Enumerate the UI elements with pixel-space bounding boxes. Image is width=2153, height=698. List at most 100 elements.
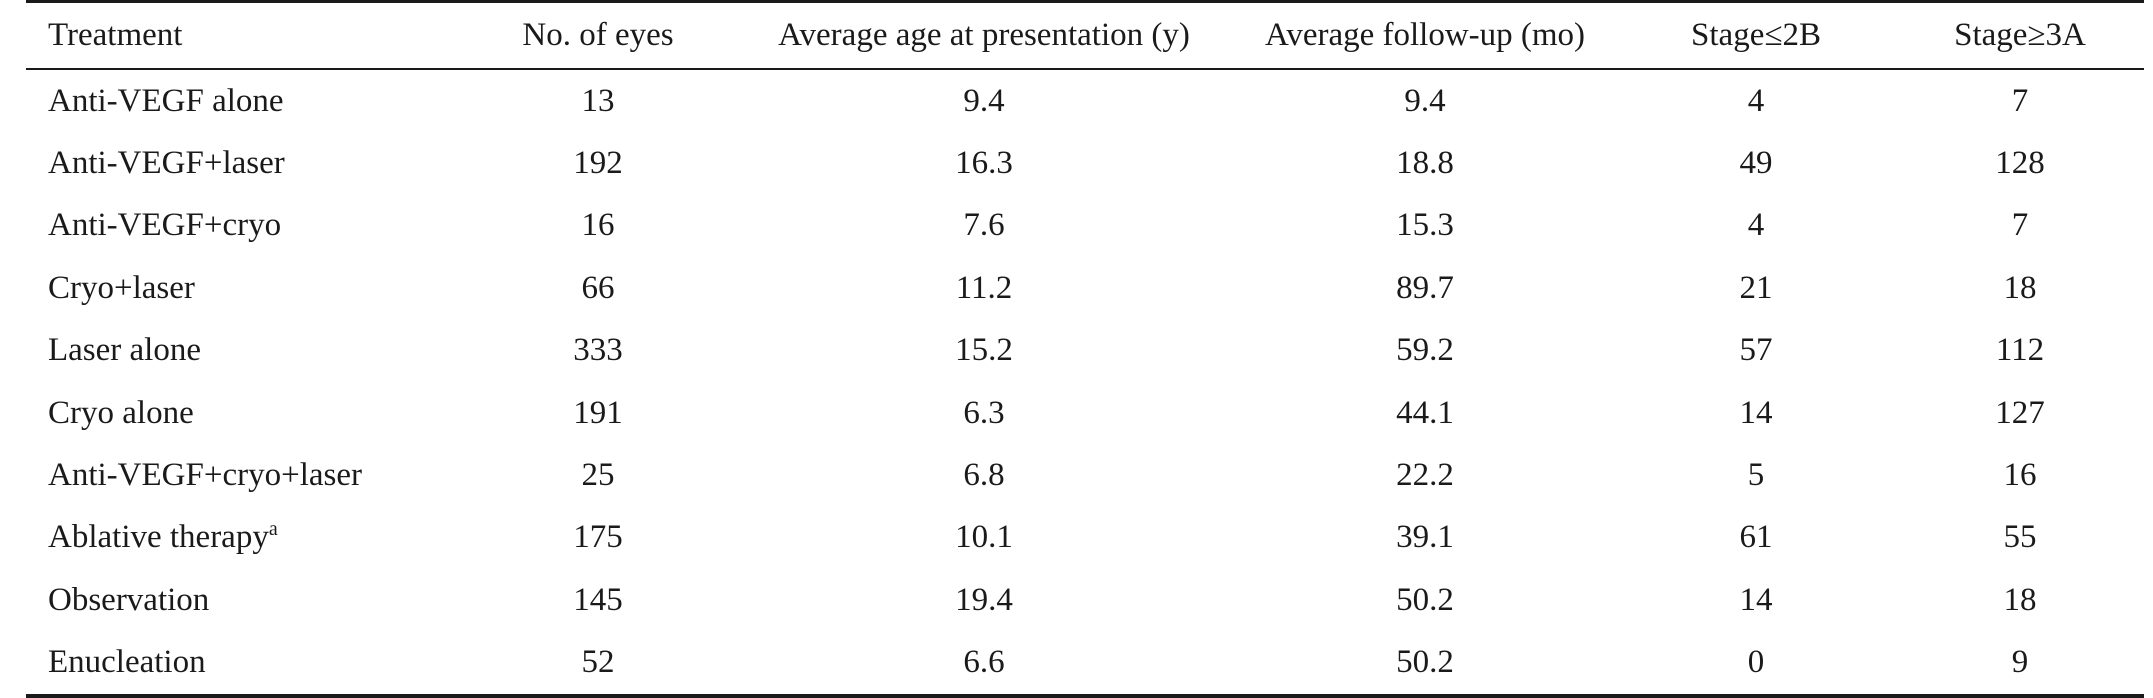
- table-body: Anti-VEGF alone 13 9.4 9.4 4 7 Anti-VEGF+laser…: [26, 69, 2144, 696]
- cell-stage-ge-3a: 128: [1896, 132, 2144, 194]
- cell-stage-ge-3a-text: 112: [1995, 332, 2045, 369]
- cell-average-age: 19.4: [734, 569, 1234, 631]
- table-row: Anti-VEGF alone 13 9.4 9.4 4 7: [26, 69, 2144, 132]
- cell-treatment-text: Anti-VEGF+cryo+laser: [48, 457, 362, 494]
- cell-stage-le-2b: 61: [1616, 507, 1896, 569]
- cell-average-follow-up: 15.3: [1234, 195, 1616, 257]
- cell-no-of-eyes-text: 25: [581, 457, 615, 494]
- cell-stage-ge-3a: 127: [1896, 382, 2144, 444]
- cell-treatment-text: Anti-VEGF+cryo: [48, 207, 282, 244]
- cell-no-of-eyes: 66: [462, 257, 734, 319]
- cell-stage-ge-3a-text: 127: [1995, 394, 2045, 431]
- cell-stage-ge-3a-text: 7: [2011, 82, 2029, 119]
- header-average-age: Average age at presentation (y): [778, 17, 1190, 53]
- footnote-marker: a: [268, 518, 278, 541]
- cell-average-follow-up-text: 50.2: [1396, 581, 1454, 618]
- header-average-follow-up: Average follow-up (mo): [1264, 17, 1586, 53]
- cell-treatment-text: Anti-VEGF alone: [48, 82, 284, 119]
- table-row: Anti-VEGF+laser 192 16.3 18.8 49 128: [26, 132, 2144, 194]
- cell-average-age-text: 6.3: [963, 394, 1005, 431]
- cell-no-of-eyes: 13: [462, 69, 734, 132]
- cell-no-of-eyes: 191: [462, 382, 734, 444]
- cell-treatment-text: Cryo alone: [48, 394, 194, 431]
- cell-average-follow-up-text: 18.8: [1396, 145, 1454, 182]
- cell-stage-ge-3a: 7: [1896, 195, 2144, 257]
- cell-stage-le-2b: 5: [1616, 444, 1896, 506]
- cell-stage-le-2b: 21: [1616, 257, 1896, 319]
- cell-average-follow-up: 50.2: [1234, 569, 1616, 631]
- cell-stage-le-2b-text: 0: [1747, 644, 1765, 681]
- cell-average-follow-up: 89.7: [1234, 257, 1616, 319]
- cell-stage-ge-3a: 18: [1896, 569, 2144, 631]
- cell-treatment: Cryo alone: [26, 382, 462, 444]
- cell-stage-ge-3a: 18: [1896, 257, 2144, 319]
- cell-average-age-text: 11.2: [955, 269, 1013, 306]
- cell-no-of-eyes: 52: [462, 632, 734, 696]
- cell-stage-ge-3a: 7: [1896, 69, 2144, 132]
- header-row: Treatment No. of eyes Average age at pre…: [26, 1, 2144, 69]
- cell-treatment-text: Cryo+laser: [48, 269, 195, 306]
- header-treatment: Treatment: [48, 17, 183, 53]
- cell-average-follow-up-text: 50.2: [1396, 644, 1454, 681]
- cell-no-of-eyes: 175: [462, 507, 734, 569]
- cell-stage-ge-3a-text: 18: [2003, 269, 2037, 306]
- treatment-table-container: Treatment No. of eyes Average age at pre…: [26, 0, 2144, 698]
- cell-average-age: 15.2: [734, 320, 1234, 382]
- table-row: Enucleation 52 6.6 50.2 0 9: [26, 632, 2144, 696]
- cell-no-of-eyes: 25: [462, 444, 734, 506]
- cell-stage-ge-3a-text: 9: [2011, 644, 2029, 681]
- cell-average-follow-up: 39.1: [1234, 507, 1616, 569]
- cell-stage-le-2b: 14: [1616, 382, 1896, 444]
- cell-average-age: 10.1: [734, 507, 1234, 569]
- cell-treatment-text: Ablative therapy: [48, 519, 269, 556]
- cell-average-follow-up-text: 15.3: [1396, 207, 1454, 244]
- cell-average-age-text: 7.6: [963, 207, 1005, 244]
- cell-average-follow-up-text: 44.1: [1396, 394, 1454, 431]
- cell-stage-le-2b: 4: [1616, 195, 1896, 257]
- table-row: Anti-VEGF+cryo 16 7.6 15.3 4 7: [26, 195, 2144, 257]
- cell-average-age: 6.6: [734, 632, 1234, 696]
- cell-average-follow-up-text: 9.4: [1404, 82, 1446, 119]
- cell-average-age-text: 10.1: [955, 519, 1013, 556]
- cell-average-follow-up: 59.2: [1234, 320, 1616, 382]
- cell-average-age: 9.4: [734, 69, 1234, 132]
- cell-no-of-eyes: 145: [462, 569, 734, 631]
- cell-average-follow-up: 18.8: [1234, 132, 1616, 194]
- cell-average-follow-up-text: 89.7: [1396, 269, 1454, 306]
- header-stage-ge-3a: Stage≥3A: [1954, 17, 2086, 53]
- table-row: Observation 145 19.4 50.2 14 18: [26, 569, 2144, 631]
- header-no-of-eyes: No. of eyes: [522, 17, 674, 53]
- cell-treatment: Anti-VEGF alone: [26, 69, 462, 132]
- cell-average-follow-up: 22.2: [1234, 444, 1616, 506]
- cell-no-of-eyes-text: 175: [573, 519, 623, 556]
- cell-no-of-eyes-text: 192: [573, 145, 623, 182]
- header-stage-le-2b: Stage≤2B: [1691, 17, 1821, 53]
- cell-treatment: Ablative therapya: [26, 507, 462, 569]
- table-row: Cryo+laser 66 11.2 89.7 21 18: [26, 257, 2144, 319]
- cell-no-of-eyes-text: 52: [581, 644, 615, 681]
- cell-average-age-text: 9.4: [963, 82, 1005, 119]
- cell-stage-le-2b-text: 57: [1739, 332, 1773, 369]
- cell-stage-le-2b-text: 4: [1747, 82, 1765, 119]
- cell-average-follow-up: 9.4: [1234, 69, 1616, 132]
- cell-treatment-text: Laser alone: [48, 332, 201, 369]
- table-row: Ablative therapya 175 10.1 39.1 61 55: [26, 507, 2144, 569]
- table-row: Anti-VEGF+cryo+laser 25 6.8 22.2 5 16: [26, 444, 2144, 506]
- cell-stage-ge-3a: 9: [1896, 632, 2144, 696]
- cell-treatment: Anti-VEGF+cryo+laser: [26, 444, 462, 506]
- cell-average-age: 7.6: [734, 195, 1234, 257]
- cell-no-of-eyes: 192: [462, 132, 734, 194]
- cell-treatment-text: Enucleation: [48, 644, 206, 681]
- cell-average-age-text: 15.2: [955, 332, 1013, 369]
- cell-no-of-eyes-text: 145: [573, 581, 623, 618]
- cell-stage-le-2b-text: 4: [1747, 207, 1765, 244]
- cell-average-age-text: 16.3: [955, 145, 1013, 182]
- table-row: Cryo alone 191 6.3 44.1 14 127: [26, 382, 2144, 444]
- cell-stage-ge-3a-text: 128: [1995, 145, 2045, 182]
- cell-average-follow-up: 50.2: [1234, 632, 1616, 696]
- cell-no-of-eyes: 333: [462, 320, 734, 382]
- cell-average-age: 11.2: [734, 257, 1234, 319]
- cell-no-of-eyes-text: 191: [573, 394, 623, 431]
- cell-stage-ge-3a-text: 7: [2011, 207, 2029, 244]
- cell-stage-le-2b-text: 49: [1739, 145, 1773, 182]
